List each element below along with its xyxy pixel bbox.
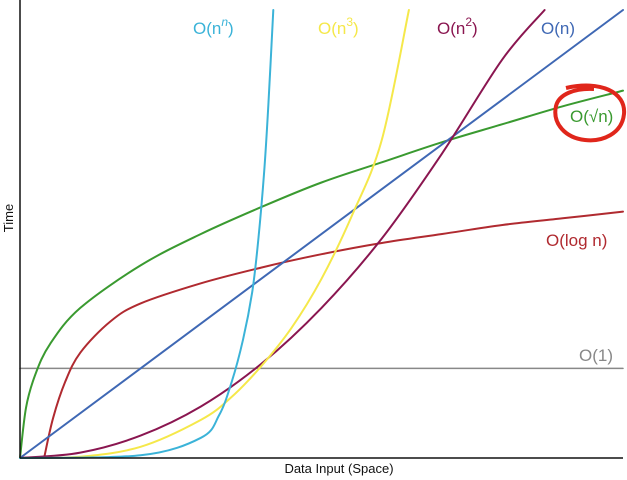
series-label-base: O(√n)	[570, 107, 613, 126]
series-label-logn: O(log n)	[546, 231, 607, 250]
series-label-base: O(1)	[579, 346, 613, 365]
curve-sqrtn	[19, 89, 624, 459]
series-label-base: O(n	[193, 19, 221, 38]
series-label-superscript: 3	[346, 15, 353, 29]
series-label-base: O(n	[318, 19, 346, 38]
series-label-base: O(n	[437, 19, 465, 38]
series-label-close: )	[353, 19, 359, 38]
curve-n	[19, 9, 624, 459]
series-label-n: O(n)	[541, 19, 575, 38]
x-axis-title: Data Input (Space)	[284, 461, 393, 476]
y-axis-title: Time	[1, 204, 16, 232]
series-label-n3: O(n3)	[318, 15, 359, 38]
series-label-n2: O(n2)	[437, 15, 478, 38]
series-labels: O(nn) O(n3) O(n2) O(n)O(√n)O(log n)O(1)	[193, 15, 613, 365]
series-label-base: O(n)	[541, 19, 575, 38]
series-label-base: O(log n)	[546, 231, 607, 250]
series-label-sqrtn: O(√n)	[570, 107, 613, 126]
highlight-ring	[553, 83, 627, 143]
series-label-close: )	[228, 19, 234, 38]
curve-n3	[19, 9, 410, 459]
curve-n2	[19, 9, 546, 459]
series-label-nn: O(nn)	[193, 15, 234, 38]
series-label-superscript: 2	[465, 15, 472, 29]
series-label-close: )	[472, 19, 478, 38]
series-label-superscript: n	[221, 15, 228, 29]
curves-layer	[19, 9, 624, 459]
curve-nn	[19, 9, 275, 459]
series-label-const: O(1)	[579, 346, 613, 365]
curve-logn	[43, 210, 624, 459]
